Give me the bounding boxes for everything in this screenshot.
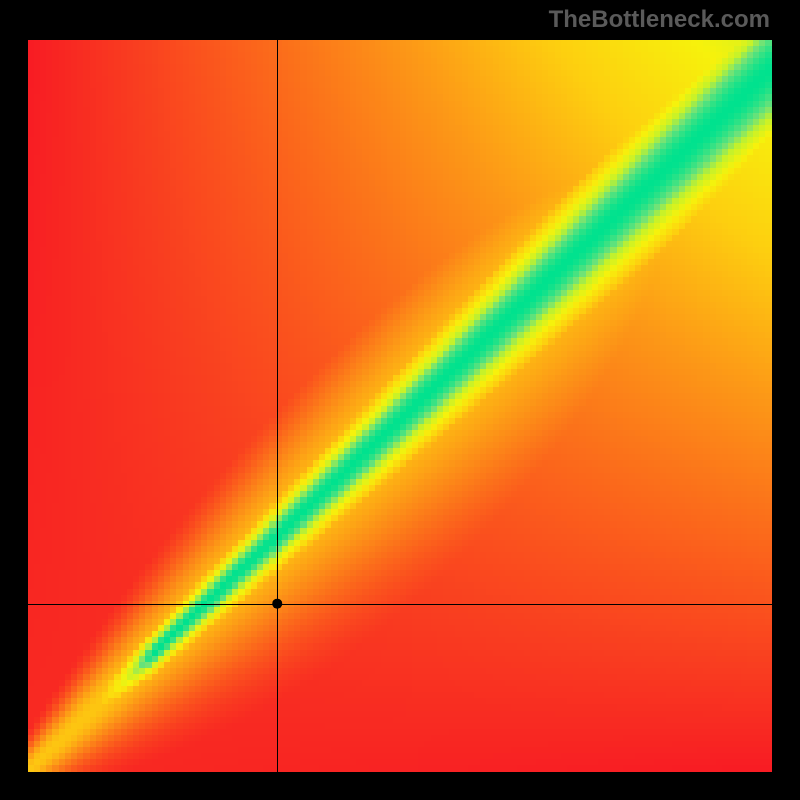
watermark-text: TheBottleneck.com xyxy=(549,6,770,34)
bottleneck-heatmap xyxy=(0,0,800,800)
chart-container: TheBottleneck.com xyxy=(0,0,800,800)
